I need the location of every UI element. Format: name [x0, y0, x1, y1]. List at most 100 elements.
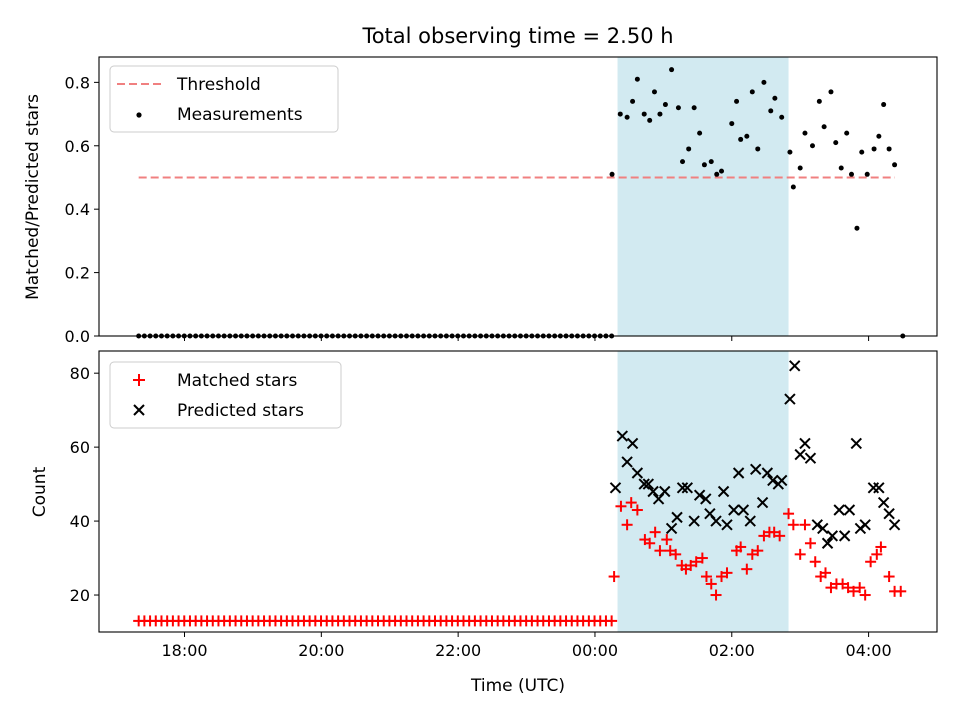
measurement-point: [772, 95, 778, 101]
matched-point: [819, 567, 831, 579]
predicted-point: [659, 485, 671, 498]
measurement-point: [734, 98, 740, 104]
measurement-point: [719, 168, 725, 174]
matched-point: [649, 526, 661, 538]
predicted-point: [789, 360, 801, 372]
measurement-point: [790, 184, 796, 190]
matched-point: [644, 537, 656, 549]
predicted-point: [811, 519, 823, 531]
measurement-point: [662, 102, 668, 108]
top-axes-frame: [98, 56, 938, 337]
predicted-point: [804, 452, 817, 464]
predicted-point: [693, 489, 706, 501]
matched-point: [895, 585, 907, 597]
matched-point: [752, 545, 764, 557]
predicted-point: [838, 530, 851, 542]
predicted-point: [888, 519, 901, 531]
predicted-point: [621, 456, 633, 468]
bottom-y-ticks: 20 40 60 80: [70, 364, 99, 605]
predicted-point: [638, 478, 650, 490]
measurement-point: [844, 130, 850, 136]
x-tick-label: 20:00: [298, 641, 344, 660]
top-y-axis-label: Matched/Predicted stars: [23, 94, 43, 300]
matched-point: [783, 508, 795, 520]
top-y-ticks: 0.0 0.2 0.4 0.6 0.8: [65, 73, 99, 346]
matched-point: [700, 571, 712, 583]
measurement-point: [821, 124, 827, 130]
bottom-x-ticks: 18:00 20:00 22:00 00:00 02:00 04:00: [161, 632, 892, 660]
x-tick-label: 22:00: [435, 641, 481, 660]
matched-point: [741, 563, 753, 575]
measurement-point: [886, 146, 892, 152]
legend-measurements-swatch: [136, 112, 142, 118]
measurement-point: [859, 149, 865, 155]
measurement-point: [641, 111, 647, 117]
matched-point: [606, 615, 618, 627]
measurement-point: [854, 225, 860, 231]
measurement-point: [838, 165, 844, 171]
measurement-point: [744, 133, 750, 139]
measurement-point: [881, 102, 887, 108]
x-axis-label: Time (UTC): [470, 676, 565, 696]
matched-point: [661, 534, 673, 546]
bottom-y-tick-label: 60: [70, 438, 90, 457]
legend-matched-swatch: [133, 374, 145, 386]
bottom-legend: Matched stars Predicted stars: [109, 361, 342, 429]
matched-point: [809, 556, 821, 568]
x-tick-label: 00:00: [572, 641, 618, 660]
predicted-point: [883, 507, 895, 520]
predicted-point: [776, 474, 788, 487]
matched-point: [670, 548, 682, 560]
measurement-point: [779, 114, 785, 120]
measurement-point: [761, 79, 767, 85]
predicted-point: [799, 437, 811, 450]
predicted-point: [821, 537, 834, 549]
matched-point: [735, 541, 747, 553]
matched-point: [631, 504, 643, 516]
measurement-point: [647, 117, 653, 123]
matched-point: [865, 556, 877, 568]
predicted-point: [647, 485, 659, 498]
bottom-axes-frame: [98, 350, 938, 633]
predicted-point: [843, 504, 856, 516]
x-tick-label: 04:00: [846, 641, 892, 660]
predicted-point: [873, 482, 885, 494]
predicted-point: [616, 430, 629, 442]
predicted-point: [761, 467, 774, 479]
matched-point: [799, 519, 811, 531]
measurement-point: [755, 146, 761, 152]
predicted-point: [756, 496, 769, 509]
legend-threshold-label: Threshold: [176, 75, 261, 95]
matched-point: [721, 567, 733, 579]
top-x-ticks: [184, 336, 870, 341]
bottom-y-tick-label: 20: [70, 586, 90, 605]
predicted-point: [732, 467, 745, 479]
predicted-point: [877, 496, 890, 509]
bottom-y-tick-label: 80: [70, 364, 90, 383]
predicted-point: [750, 463, 762, 476]
measurement-point: [657, 111, 663, 117]
predicted-point: [688, 515, 700, 527]
measurement-point: [864, 171, 870, 177]
predicted-point: [626, 437, 639, 450]
measurement-point: [617, 111, 623, 117]
measurement-point: [816, 98, 822, 104]
measurement-point: [680, 159, 686, 165]
predicted-point: [728, 504, 740, 516]
predicted-point: [859, 519, 871, 531]
matched-point: [794, 548, 806, 560]
x-tick-label: 18:00: [161, 641, 207, 660]
measurement-point: [729, 121, 735, 127]
measurement-point: [630, 98, 636, 104]
measurement-point: [892, 162, 898, 168]
predicted-point: [609, 482, 622, 494]
predicted-point: [737, 504, 750, 516]
measurement-point: [797, 165, 803, 171]
predicted-point: [767, 474, 779, 487]
observing-window-highlight-top: [617, 57, 789, 336]
top-panel: Total observing time = 2.50 h 0.00.20.40…: [23, 24, 938, 346]
legend-predicted-swatch: [133, 404, 145, 416]
predicted-point: [717, 485, 730, 498]
